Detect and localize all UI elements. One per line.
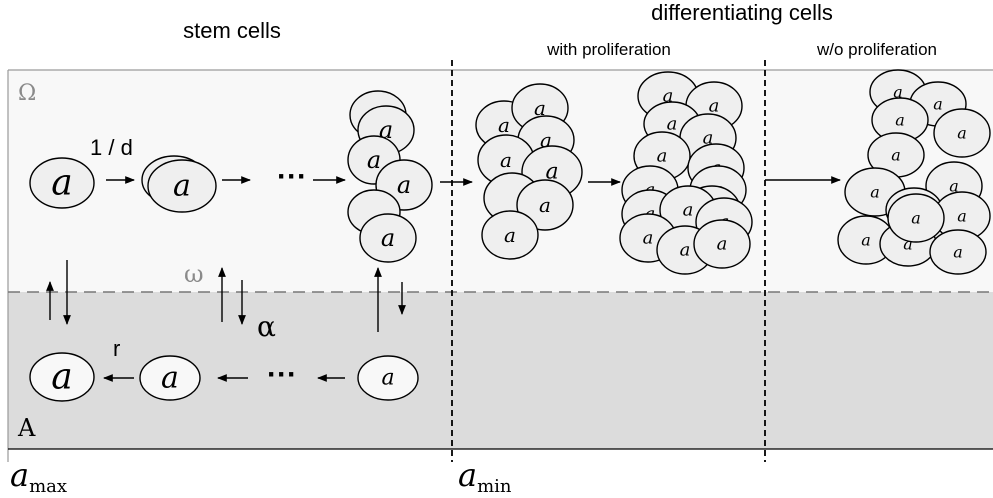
cell-label: a [657, 146, 668, 167]
cell-label: a [891, 146, 901, 165]
cell-label: a [893, 83, 903, 102]
cell-label: a [895, 111, 905, 130]
without-proliferation-header: w/o proliferation [816, 40, 937, 59]
cell-label: a [540, 128, 552, 152]
cell-label: a [367, 146, 381, 174]
cell-label: a [534, 96, 546, 120]
cell-label: a [949, 177, 959, 196]
cell-label: a [861, 231, 871, 250]
cell-label: a [667, 114, 678, 135]
return-rate-label: r [113, 336, 120, 361]
cell-label: a [953, 243, 963, 262]
cell-label: a [957, 207, 967, 226]
cell-label: a [643, 228, 654, 249]
term-cell-n: a [887, 193, 945, 243]
cell-label: a [683, 200, 694, 221]
term-cell-d: a [933, 108, 991, 158]
cell-label: a [957, 124, 967, 143]
lower-ellipsis: ··· [267, 358, 297, 391]
cell-label: a [498, 113, 510, 137]
cell-label: a [381, 224, 395, 252]
cell-label: a [504, 223, 516, 247]
stem-cell-2: a [147, 159, 217, 213]
a-cell-2: a [139, 355, 201, 401]
stem-cell-1: a [29, 157, 95, 209]
cell-label: a [500, 148, 512, 172]
cell-label: a [933, 95, 943, 114]
cell-label: a [539, 193, 551, 217]
diff-cell-1g: a [516, 179, 574, 231]
stem-cell-3f: a [359, 213, 417, 263]
a-cell-3: a [357, 355, 419, 401]
term-cell-m: a [929, 229, 987, 275]
cell-label: a [51, 163, 72, 204]
division-rate-label: 1 / d [90, 135, 133, 160]
a-max-label: amax [10, 456, 67, 497]
cell-label: a [903, 235, 913, 254]
cell-label: a [173, 169, 191, 204]
with-proliferation-header: with proliferation [546, 40, 671, 59]
cells-layer: aaaaaaaaaaaaaaaaaaaaaaaaaaaaaaaaaaaaaaaa… [29, 69, 991, 402]
alpha-label: α [257, 310, 276, 343]
cell-label: a [161, 361, 179, 396]
stem-cells-header: stem cells [183, 18, 281, 43]
differentiating-cells-header: differentiating cells [651, 0, 833, 25]
cell-label: a [397, 171, 411, 199]
term-cell-k: a [837, 215, 895, 265]
cell-label: a [717, 234, 728, 255]
cell-label: a [911, 209, 921, 228]
cell-label: a [703, 128, 714, 149]
cell-label: a [51, 357, 72, 398]
cell-label: a [381, 366, 394, 391]
cell-label: a [709, 96, 720, 117]
upper-ellipsis: ··· [277, 160, 307, 193]
cell-label: a [870, 183, 880, 202]
omega-lower-label: ω [184, 260, 204, 288]
cell-label: a [680, 240, 691, 261]
a-region-label: A [17, 414, 36, 442]
cell-label: a [663, 86, 674, 107]
a-cell-1: a [29, 352, 95, 402]
a-min-label: amin [458, 456, 512, 497]
diff-cell-1h: a [481, 210, 539, 260]
cell-label: a [545, 160, 558, 185]
omega-upper-label: Ω [18, 81, 36, 106]
diff-cell-2o: a [693, 219, 751, 269]
